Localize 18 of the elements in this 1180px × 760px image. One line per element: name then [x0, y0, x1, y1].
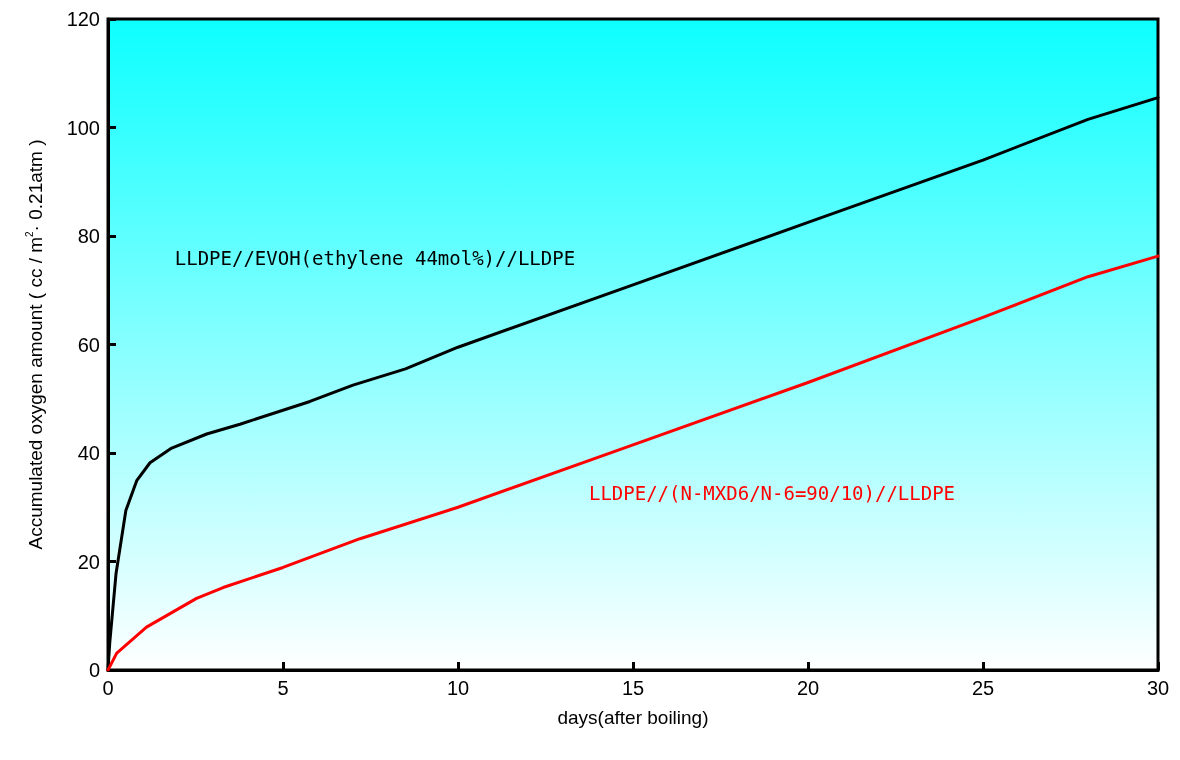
x-tick-label: 30 — [1146, 677, 1170, 699]
x-axis-title: days(after boiling) — [557, 707, 709, 728]
y-tick-label: 40 — [77, 442, 100, 464]
y-tick-label: 20 — [77, 550, 100, 573]
x-tick-label: 0 — [102, 677, 114, 699]
x-tick-label: 15 — [621, 677, 645, 699]
x-tick-label: 25 — [971, 677, 995, 699]
x-tick-label: 5 — [277, 677, 289, 699]
y-tick-label: 100 — [66, 116, 100, 139]
y-tick-label: 80 — [77, 225, 100, 247]
y-axis-title: Accumulated oxygen amount ( cc / m2· 0.21atm ) — [23, 139, 46, 550]
series-label: LLDPE//EVOH(ethylene 44mol%)//LLDPE — [174, 246, 576, 269]
x-tick-label: 10 — [446, 677, 470, 699]
x-tick-label: 20 — [796, 677, 820, 699]
y-tick-label: 120 — [66, 8, 100, 30]
y-tick-label: 0 — [88, 659, 100, 681]
y-tick-label: 60 — [77, 333, 100, 356]
series-label: LLDPE//(N-MXD6/N-6=90/10)//LLDPE — [588, 481, 956, 504]
